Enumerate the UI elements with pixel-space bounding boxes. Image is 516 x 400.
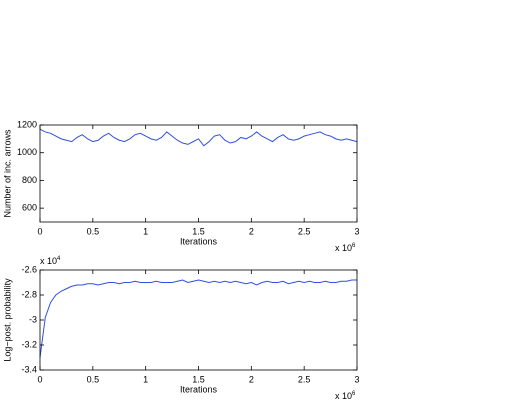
y-tick-label: -2.6 xyxy=(21,264,37,274)
axis-multiplier: x 104 xyxy=(40,256,61,267)
y-tick-label: 1000 xyxy=(17,147,37,157)
y-tick-label: -3.4 xyxy=(21,364,37,374)
x-tick-label: 3 xyxy=(354,226,359,236)
y-tick-label: -3 xyxy=(29,314,37,324)
x-tick-label: 2 xyxy=(249,226,254,236)
multiplier-exponent: 4 xyxy=(57,256,61,262)
y-tick-label: -2.8 xyxy=(21,289,37,299)
data-line xyxy=(39,128,358,147)
y-axis-label: Number of inc. arrows xyxy=(2,129,12,218)
x-tick-label: 1.5 xyxy=(192,226,205,236)
data-line xyxy=(39,279,357,358)
x-tick-label: 1 xyxy=(143,374,148,384)
y-axis-label: Log−post. probability xyxy=(2,278,12,362)
multiplier-exponent: 6 xyxy=(352,391,356,397)
plot-area xyxy=(40,270,357,370)
x-tick-label: 2 xyxy=(249,374,254,384)
multiplier-base: x 10 xyxy=(335,391,352,400)
x-axis-label: Iterations xyxy=(180,236,218,246)
x-tick-label: 0 xyxy=(37,374,42,384)
axis-multiplier: x 106 xyxy=(335,243,356,254)
axis-multiplier: x 106 xyxy=(335,391,356,400)
x-tick-label: 0 xyxy=(37,226,42,236)
x-tick-label: 1.5 xyxy=(192,374,205,384)
multiplier-exponent: 6 xyxy=(352,243,356,249)
y-tick-label: -3.2 xyxy=(21,339,37,349)
x-tick-label: 2.5 xyxy=(298,226,311,236)
x-tick-label: 2.5 xyxy=(298,374,311,384)
x-tick-label: 1 xyxy=(143,226,148,236)
x-tick-label: 0.5 xyxy=(87,374,100,384)
y-tick-label: 800 xyxy=(22,175,37,185)
y-tick-label: 600 xyxy=(22,203,37,213)
x-axis-label: Iterations xyxy=(180,384,218,394)
x-tick-label: 0.5 xyxy=(87,226,100,236)
multiplier-base: x 10 xyxy=(335,243,352,253)
x-tick-label: 3 xyxy=(354,374,359,384)
y-tick-label: 1200 xyxy=(17,119,37,129)
multiplier-base: x 10 xyxy=(40,256,57,266)
